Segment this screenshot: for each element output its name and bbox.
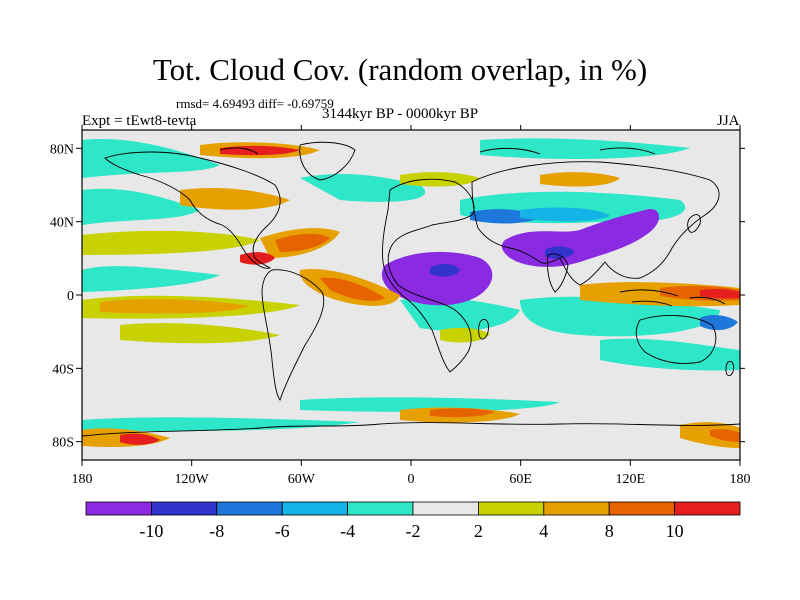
lon-tick-label: 180 <box>72 472 93 487</box>
experiment-label: Expt = tEwt8-tevta <box>82 113 197 129</box>
field-caribbean-pos2 <box>275 233 330 252</box>
period-label: 3144kyr BP - 0000kyr BP <box>322 106 479 122</box>
lon-tick-label: 60W <box>288 472 316 487</box>
anomaly-fields <box>82 138 740 448</box>
field-west-pacific-pos2 <box>700 288 740 299</box>
colorbar-swatch <box>347 501 414 516</box>
field-antarctic-neg <box>82 417 360 432</box>
field-north-atlantic-neg <box>300 174 426 202</box>
field-north-pacific-neg <box>82 188 200 225</box>
coast-japan <box>687 214 701 233</box>
field-india-core-neg <box>545 246 575 259</box>
field-east-pacific-neg <box>82 266 220 292</box>
longitude-axis: 180 120W 60W 0 60E 120E 180 <box>72 125 751 487</box>
stats-text: rmsd= 4.69493 diff= -0.69759 <box>176 96 334 111</box>
season-label: JJA <box>717 113 740 129</box>
field-south-pacific-neg <box>600 338 740 371</box>
latitude-axis: 80N 40N 0 40S 80S <box>50 142 745 451</box>
coast-india <box>547 253 569 293</box>
colorbar-label: -10 <box>139 521 163 541</box>
lon-tick-label: 0 <box>408 472 415 487</box>
field-ross-sea-pos2 <box>710 429 740 442</box>
coast-asia <box>471 161 720 286</box>
coast-madagascar <box>478 319 489 340</box>
field-arctic-pacific-neg <box>82 139 220 178</box>
colorbar-swatch <box>412 501 479 516</box>
colorbar-swatch <box>216 501 283 516</box>
coast-new-zealand <box>725 361 735 377</box>
lon-tick-label: 120W <box>175 472 210 487</box>
coast-europe-africa <box>382 178 475 373</box>
coast-antarctica <box>82 422 740 437</box>
lon-tick-label: 60E <box>509 472 532 487</box>
lat-tick-label: 40N <box>50 216 74 231</box>
colorbar-label: 10 <box>666 521 684 541</box>
colorbar-swatch <box>85 501 152 516</box>
colorbar-label: -6 <box>275 521 290 541</box>
colorbar-swatch <box>674 501 741 516</box>
colorbar-swatch <box>281 501 349 516</box>
field-africa-core-neg <box>430 264 460 277</box>
colorbar-label: -2 <box>406 521 421 541</box>
colorbar: -10 -8 -6 -4 -2 2 4 8 10 <box>85 501 741 541</box>
plot-title: Tot. Cloud Cov. (random overlap, in %) <box>152 52 648 87</box>
lat-tick-label: 40S <box>52 362 74 377</box>
colorbar-swatch <box>150 501 218 516</box>
field-south-africa-pos <box>440 327 490 343</box>
colorbar-label: 2 <box>474 521 483 541</box>
field-south-asia-strong-neg <box>501 209 660 267</box>
field-southern-ocean-pos2 <box>430 408 495 418</box>
field-arctic-eurasia-neg <box>480 138 690 160</box>
lon-tick-label: 180 <box>730 472 751 487</box>
colorbar-swatch <box>608 501 676 516</box>
field-north-america-pos <box>180 188 290 210</box>
coast-australia <box>635 315 717 364</box>
field-tropical-pacific-pos2 <box>100 299 250 314</box>
field-central-america-pos <box>240 252 275 265</box>
lat-tick-label: 80S <box>52 436 74 451</box>
field-antarctic-pos2 <box>120 433 160 445</box>
lon-tick-label: 120E <box>616 472 646 487</box>
coast-south-america <box>261 269 325 401</box>
lat-tick-label: 80N <box>50 142 74 157</box>
colorbar-swatch <box>543 501 610 516</box>
field-north-pacific-pos <box>82 230 260 255</box>
field-central-asia-neg <box>520 207 610 222</box>
coast-arctic-islands <box>219 147 656 155</box>
coast-greenland <box>299 141 356 181</box>
colorbar-label: 4 <box>539 521 548 541</box>
colorbar-label: 8 <box>605 521 614 541</box>
field-siberia-pos <box>540 172 620 187</box>
coastlines <box>82 141 740 437</box>
coast-north-america <box>104 151 281 269</box>
field-equatorial-atlantic-pos2 <box>320 277 385 301</box>
coast-indonesia <box>619 289 726 307</box>
lat-tick-label: 0 <box>67 289 74 304</box>
colorbar-swatch <box>477 501 545 516</box>
field-indian-neg <box>520 296 720 337</box>
field-south-pacific-pos <box>120 323 280 344</box>
colorbar-label: -8 <box>209 521 224 541</box>
field-west-pacific-neg <box>700 315 738 331</box>
field-southern-ocean-neg <box>300 397 560 412</box>
colorbar-label: -4 <box>340 521 355 541</box>
